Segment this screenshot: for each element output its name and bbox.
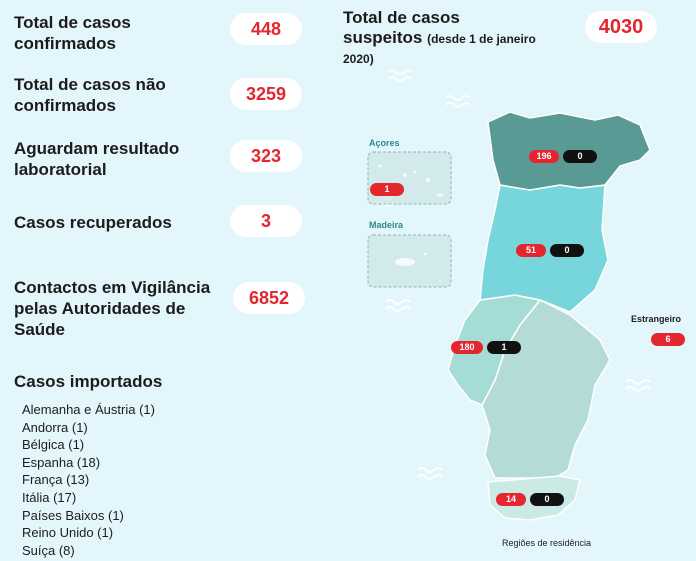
list-item: Andorra (1) [22, 419, 88, 435]
not-confirmed-value: 3259 [230, 78, 302, 110]
norte-confirmed-badge: 196 [529, 150, 559, 163]
lisboa-deaths-badge: 1 [487, 341, 521, 354]
suspect-subtitle-year: 2020) [343, 52, 374, 66]
surveillance-label-line3: Saúde [14, 320, 66, 339]
recovered-label: Casos recuperados [14, 213, 172, 232]
not-confirmed-label: Total de casos não confirmados [14, 74, 166, 116]
list-item: Itália (17) [22, 489, 77, 505]
madeira-label: Madeira [369, 220, 404, 230]
list-item: Espanha (18) [22, 454, 101, 470]
confirmed-label: Total de casos confirmados [14, 12, 131, 54]
acores-label: Açores [369, 138, 400, 148]
centro-deaths-badge: 0 [550, 244, 584, 257]
awaiting-label-line2: laboratorial [14, 160, 107, 179]
not-confirmed-label-line1: Total de casos não [14, 75, 166, 94]
madeira-islands [395, 252, 441, 281]
imported-title: Casos importados [14, 372, 163, 391]
list-item: Reino Unido (1) [22, 525, 114, 541]
list-item: França (13) [22, 472, 90, 488]
suspect-title-line1: Total de casos [343, 8, 460, 27]
awaiting-value: 323 [230, 140, 302, 172]
acores-confirmed-badge: 1 [370, 183, 404, 196]
centro-confirmed-badge: 51 [516, 244, 546, 257]
acores-islands [378, 164, 444, 197]
awaiting-label: Aguardam resultado laboratorial [14, 138, 179, 180]
list-item: Países Baixos (1) [22, 507, 124, 523]
suspect-value: 4030 [585, 11, 657, 43]
recovered-value: 3 [230, 205, 302, 237]
confirmed-label-line1: Total de casos [14, 13, 131, 32]
surveillance-label: Contactos em Vigilância pelas Autoridade… [14, 277, 210, 340]
surveillance-label-line2: pelas Autoridades de [14, 299, 186, 318]
awaiting-label-line1: Aguardam resultado [14, 139, 180, 158]
suspect-title-line2: suspeitos (desde 1 de janeiro [343, 28, 536, 49]
algarve-confirmed-badge: 14 [496, 493, 526, 506]
suspect-title-word: suspeitos [343, 28, 423, 47]
suspect-subtitle: (desde 1 de janeiro [427, 32, 536, 46]
confirmed-value: 448 [230, 13, 302, 45]
not-confirmed-label-line2: confirmados [14, 96, 117, 115]
lisboa-confirmed-badge: 180 [451, 341, 483, 354]
surveillance-value: 6852 [233, 282, 305, 314]
estrangeiro-confirmed-badge: 6 [651, 333, 685, 346]
list-item: Alemanha e Áustria (1) [22, 402, 155, 417]
confirmed-label-line2: confirmados [14, 34, 117, 53]
suspect-title: Total de casos suspeitos (desde 1 de jan… [343, 8, 536, 49]
norte-deaths-badge: 0 [563, 150, 597, 163]
algarve-deaths-badge: 0 [530, 493, 564, 506]
imported-list: Alemanha e Áustria (1) Andorra (1) Bélgi… [22, 401, 155, 559]
surveillance-label-line1: Contactos em Vigilância [14, 278, 211, 297]
map-legend: Regiões de residência [502, 538, 592, 548]
estrangeiro-label: Estrangeiro [631, 314, 682, 324]
list-item: Suíça (8) [22, 542, 75, 558]
list-item: Bélgica (1) [22, 437, 85, 453]
